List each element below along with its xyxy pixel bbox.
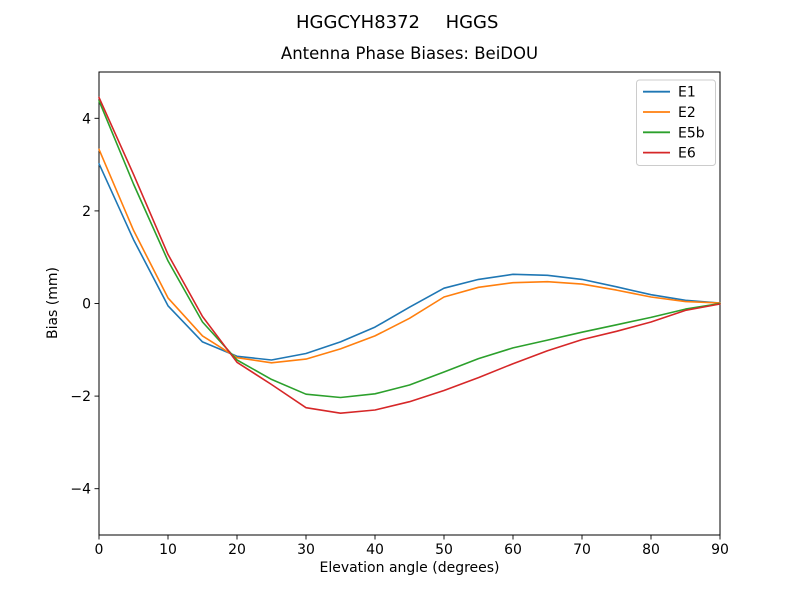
axes-title: Antenna Phase Biases: BeiDOU (281, 44, 538, 63)
y-axis-ticks: −4 −2 0 2 4 (70, 111, 99, 498)
x-tick-label: 60 (504, 542, 522, 558)
x-tick-label: 70 (573, 542, 591, 558)
x-tick-label: 40 (366, 542, 384, 558)
legend-item-e5b: E5b (643, 125, 705, 141)
legend-label: E1 (678, 85, 696, 101)
x-tick-label: 20 (228, 542, 246, 558)
y-tick-label: 2 (82, 204, 91, 220)
series-lines (98, 96, 721, 415)
legend-label: E6 (678, 146, 696, 162)
legend-item-e2: E2 (643, 105, 696, 121)
legend: E1 E2 E5b E6 (636, 79, 716, 166)
x-tick-label: 90 (711, 542, 729, 558)
x-axis-label: Elevation angle (degrees) (319, 560, 499, 576)
y-axis-label: Bias (mm) (45, 267, 61, 339)
x-tick-label: 80 (642, 542, 660, 558)
x-tick-label: 10 (159, 542, 177, 558)
series-line-e1 (98, 162, 721, 361)
legend-label: E2 (678, 105, 696, 121)
x-tick-label: 50 (435, 542, 453, 558)
legend-item-e1: E1 (643, 85, 696, 101)
y-tick-label: −2 (70, 389, 91, 405)
x-tick-label: 30 (297, 542, 315, 558)
legend-box (636, 79, 716, 166)
series-line-e5b (98, 99, 721, 399)
series-line-e2 (98, 148, 721, 364)
figure-suptitle-station-id: HGGCYH8372 (296, 12, 420, 33)
y-tick-label: 4 (82, 111, 91, 127)
series-line-e6 (98, 96, 721, 415)
legend-label: E5b (678, 125, 705, 141)
figure-suptitle-site-name: HGGS (446, 12, 499, 33)
legend-item-e6: E6 (643, 146, 696, 162)
x-axis-ticks: 0 10 20 30 40 50 60 70 80 90 (95, 535, 729, 558)
x-tick-label: 0 (95, 542, 104, 558)
y-tick-label: −4 (70, 482, 91, 498)
y-tick-label: 0 (82, 297, 91, 313)
